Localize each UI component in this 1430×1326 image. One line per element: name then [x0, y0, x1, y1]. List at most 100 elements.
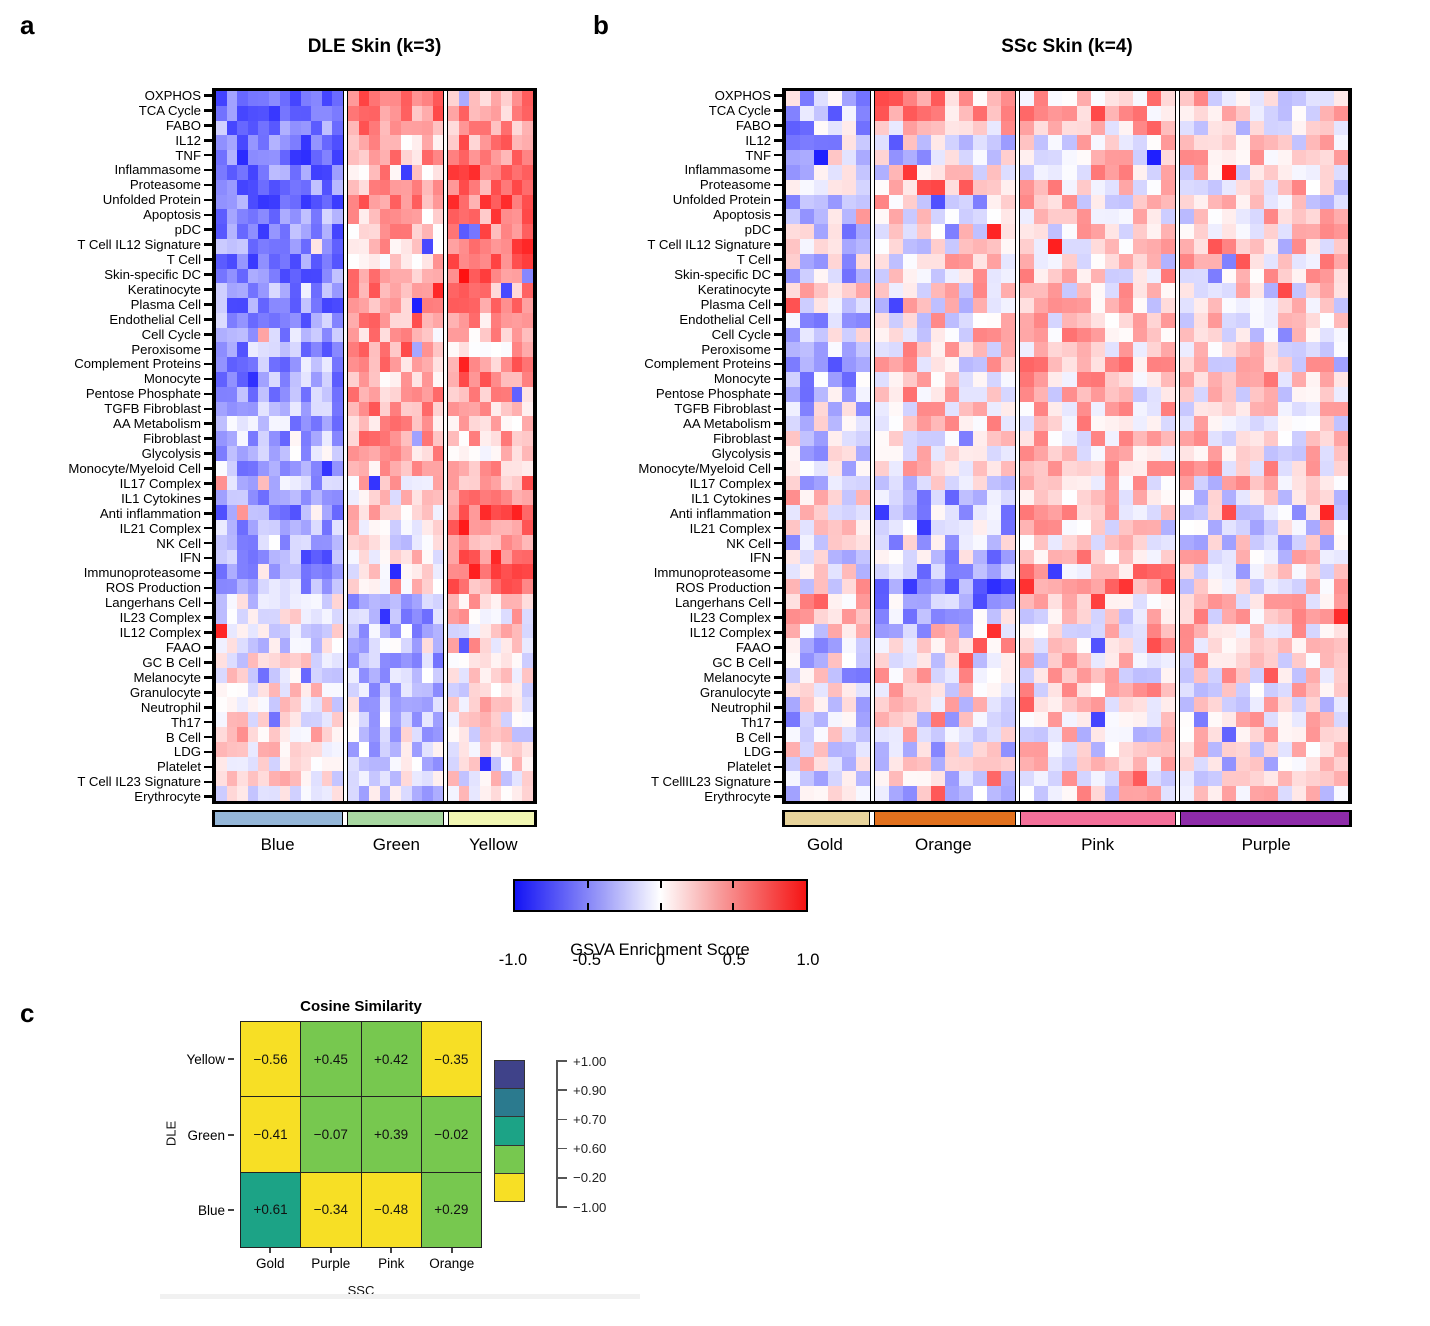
heatmap-cell [1132, 505, 1147, 520]
row-tick-mark [774, 377, 782, 381]
heatmap-cell [1118, 416, 1133, 432]
heatmap-cell [973, 653, 988, 668]
heatmap-cell [247, 475, 259, 491]
heatmap-cell [268, 549, 280, 565]
heatmap-cell [1001, 416, 1016, 432]
heatmap-cell [432, 238, 444, 254]
cosine-col-label-text: Gold [255, 1256, 285, 1271]
heatmap-cell [800, 105, 815, 121]
heatmap-cell [1001, 697, 1016, 713]
cosine-cell-blue-orange: +0.29 [421, 1172, 481, 1247]
heatmap-cell [1179, 224, 1194, 239]
heatmap-cell [1090, 667, 1105, 683]
heatmap-cell [348, 579, 359, 594]
heatmap-cell [945, 682, 960, 698]
heatmap-cell [1291, 460, 1306, 476]
heatmap-cell [247, 342, 259, 358]
row-tick-mark [774, 691, 782, 694]
heatmap-cell [422, 268, 433, 284]
heatmap-cell [332, 653, 344, 668]
heatmap-cell [1146, 209, 1161, 225]
heatmap-cell [1319, 564, 1334, 580]
heatmap-cell [889, 386, 904, 402]
heatmap-cell [458, 179, 470, 195]
heatmap-cell [422, 238, 433, 254]
heatmap-cell [889, 446, 904, 461]
heatmap-cell [786, 682, 801, 698]
heatmap-cell [311, 697, 322, 713]
heatmap-cell [480, 416, 491, 432]
heatmap-cell [1249, 135, 1264, 151]
row-tick-mark [774, 467, 782, 470]
heatmap-cell [875, 519, 890, 535]
heatmap-cell [1146, 194, 1161, 210]
heatmap-cell [501, 534, 512, 550]
heatmap-cell [1179, 475, 1194, 491]
heatmap-cell [216, 638, 227, 654]
heatmap-cell [226, 135, 238, 151]
heatmap-cell [1146, 608, 1161, 624]
heatmap-cell [321, 238, 333, 254]
heatmap-cell [889, 712, 904, 728]
heatmap-cell [216, 238, 227, 254]
heatmap-cell [1062, 342, 1077, 358]
heatmap-cell [889, 667, 904, 683]
heatmap-cell [1001, 593, 1016, 609]
heatmap-cell [1062, 209, 1077, 225]
heatmap-cell [1179, 298, 1194, 313]
heatmap-cell [490, 105, 502, 121]
heatmap-cell [348, 431, 359, 446]
heatmap-cell [903, 327, 918, 343]
heatmap-cell [1263, 549, 1278, 565]
heatmap-cell [422, 638, 433, 654]
heatmap-cell [1062, 741, 1077, 757]
heatmap-cell [332, 179, 344, 195]
heatmap-cell [1132, 194, 1147, 210]
heatmap-cell [875, 786, 890, 801]
heatmap-cell [358, 549, 370, 565]
heatmap-cell [279, 460, 291, 476]
row-tick-mark [774, 258, 782, 261]
row-tick-mark [204, 661, 212, 664]
heatmap-cell [432, 579, 444, 594]
heatmap-row-label: Th17 [0, 715, 212, 730]
heatmap-cell [522, 564, 533, 580]
cluster-label-blue: Blue [260, 835, 295, 854]
heatmap-cell [226, 727, 238, 742]
heatmap-cell [321, 593, 333, 609]
heatmap-cell [390, 179, 401, 195]
heatmap-cell [1235, 135, 1250, 151]
heatmap-cell [458, 549, 470, 565]
heatmap-cell [311, 238, 322, 254]
heatmap-cell [490, 446, 502, 461]
heatmap-cell [332, 164, 344, 180]
heatmap-cell [390, 238, 401, 254]
heatmap-cell [1235, 312, 1250, 328]
heatmap-cell [522, 401, 533, 417]
heatmap-cell [216, 253, 227, 269]
heatmap-cell [903, 608, 918, 624]
heatmap-cell [1034, 519, 1049, 535]
heatmap-cell [268, 164, 280, 180]
heatmap-cell [1179, 150, 1194, 165]
heatmap-cell [1305, 786, 1320, 801]
heatmap-cell [1020, 579, 1035, 594]
heatmap-cell [1207, 105, 1222, 121]
heatmap-cell [903, 653, 918, 668]
heatmap-cell [490, 401, 502, 417]
colorbar-tick [659, 903, 662, 910]
heatmap-cell [458, 505, 470, 520]
heatmap-cell [1104, 327, 1119, 343]
heatmap-cell [390, 697, 401, 713]
heatmap-cell [1118, 312, 1133, 328]
heatmap-cell [875, 638, 890, 654]
heatmap-cell [1076, 697, 1091, 713]
heatmap-cell [931, 623, 946, 639]
row-label-text: T CellIL23 Signature [651, 774, 771, 790]
heatmap-cell [432, 608, 444, 624]
heatmap-cell [258, 268, 269, 284]
heatmap-cell [1291, 667, 1306, 683]
heatmap-cell [300, 238, 312, 254]
heatmap-cell [432, 298, 444, 313]
heatmap-cell [1132, 653, 1147, 668]
